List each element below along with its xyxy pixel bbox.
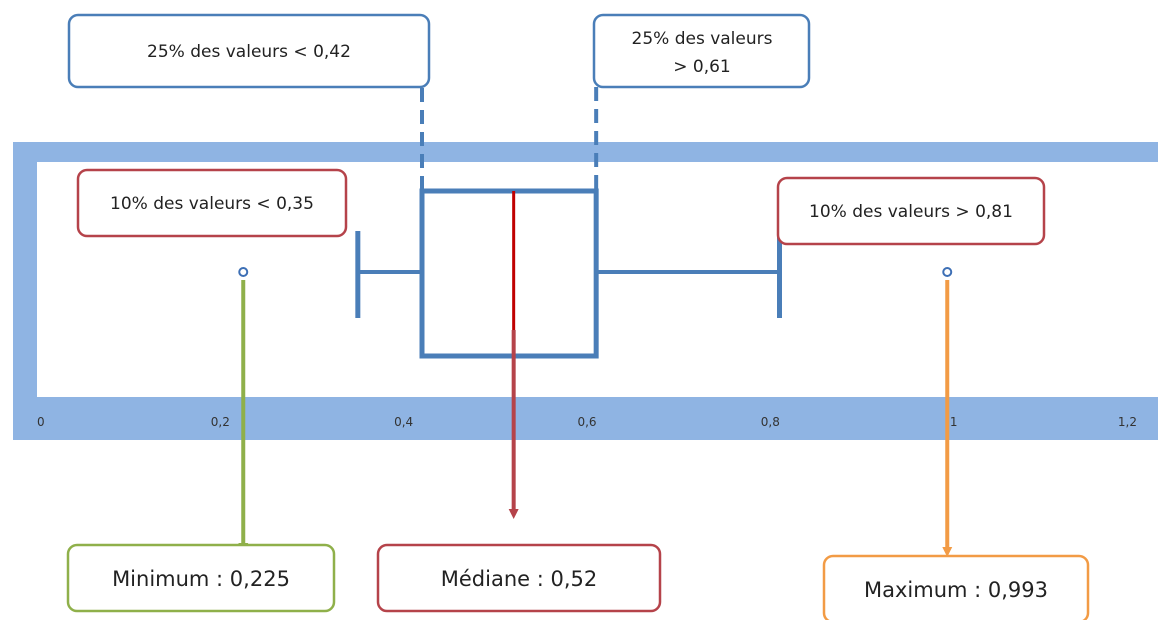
q1-callout-text: 25% des valeurs < 0,42 bbox=[147, 42, 351, 62]
median-callout-text: Médiane : 0,52 bbox=[441, 567, 598, 591]
maximum-callout: Maximum : 0,993 bbox=[822, 554, 1090, 620]
box-plot bbox=[238, 188, 953, 359]
x-axis-ticks: 0 0,2 0,4 0,6 0,8 1 1,2 bbox=[37, 415, 1137, 429]
x-tick-label: 0 bbox=[37, 415, 45, 429]
minimum-callout-text: Minimum : 0,225 bbox=[112, 567, 290, 591]
p10-callout: 10% des valeurs < 0,35 bbox=[76, 168, 348, 238]
x-tick-label: 0,2 bbox=[211, 415, 230, 429]
x-tick-label: 0,6 bbox=[577, 415, 596, 429]
q3-callout-line-1: 25% des valeurs bbox=[632, 29, 773, 49]
minimum-callout: Minimum : 0,225 bbox=[66, 543, 336, 613]
maximum-point bbox=[942, 267, 953, 277]
x-tick-label: 0,4 bbox=[394, 415, 413, 429]
p10-callout-text: 10% des valeurs < 0,35 bbox=[110, 194, 314, 214]
q3-callout: 25% des valeurs > 0,61 bbox=[592, 13, 811, 89]
p90-callout-text: 10% des valeurs > 0,81 bbox=[809, 202, 1013, 222]
median-callout: Médiane : 0,52 bbox=[376, 543, 662, 613]
q3-callout-line-2: > 0,61 bbox=[673, 57, 731, 77]
q1-callout: 25% des valeurs < 0,42 bbox=[67, 13, 431, 89]
interquartile-box bbox=[419, 188, 599, 359]
maximum-callout-text: Maximum : 0,993 bbox=[864, 578, 1048, 602]
x-tick-label: 0,8 bbox=[761, 415, 780, 429]
minimum-point bbox=[238, 267, 249, 277]
p90-callout: 10% des valeurs > 0,81 bbox=[776, 176, 1046, 246]
x-tick-label: 1,2 bbox=[1118, 415, 1137, 429]
x-tick-label: 1 bbox=[950, 415, 958, 429]
